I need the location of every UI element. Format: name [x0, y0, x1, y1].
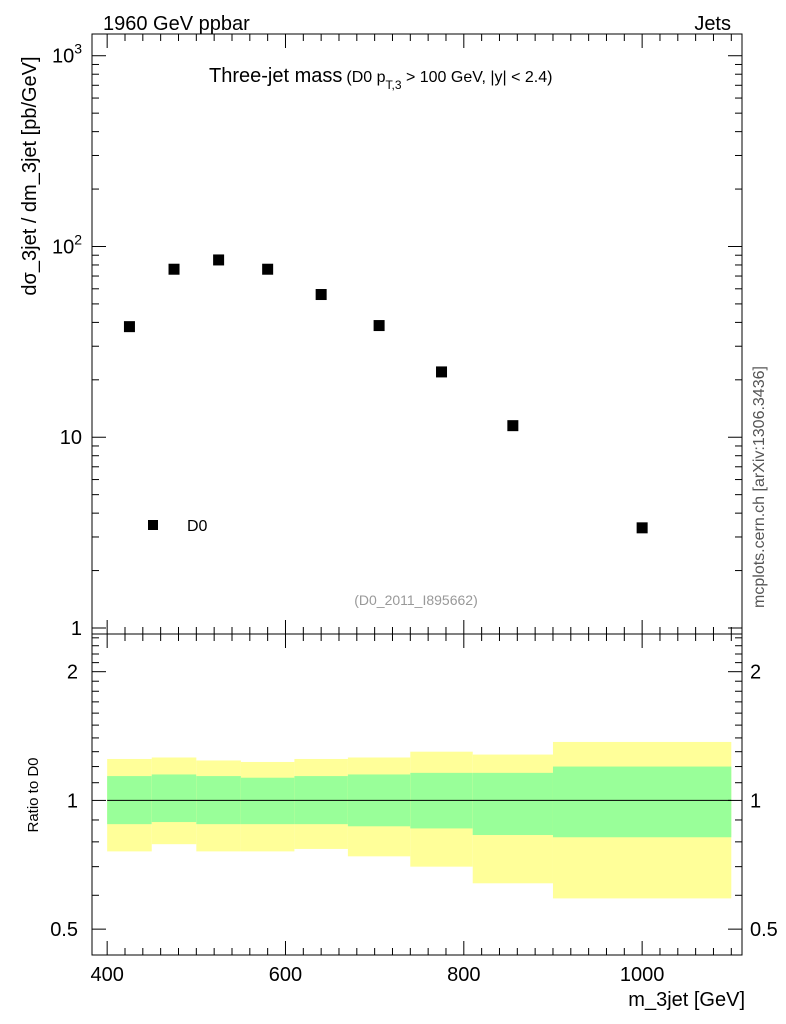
inner-band-7 [472, 772, 553, 836]
plot-title: Three-jet mass (D0 pT,3 > 100 GeV, |y| < … [209, 65, 552, 92]
ratio-y-tick-label-right-1: 1 [750, 790, 761, 812]
x-tick-label-3: 1000 [620, 964, 665, 986]
inner-band-1 [151, 774, 197, 823]
ratio-ylabel: Ratio to D0 [25, 757, 42, 832]
header-left: 1960 GeV ppbar [103, 13, 250, 35]
x-tick-label-2: 800 [447, 964, 480, 986]
inner-band-8 [552, 766, 732, 838]
data-point-2 [213, 254, 225, 266]
ratio-bands [107, 741, 732, 899]
top-ylabel: dσ_3jet / dm_3jet [pb/GeV] [19, 56, 41, 295]
side-credit: mcplots.cern.ch [arXiv:1306.3436] [751, 366, 768, 608]
data-point-8 [636, 522, 648, 534]
top-y-tick-label-3: 103 [52, 41, 82, 68]
title-rest: > 100 GeV, |y| < 2.4) [402, 69, 553, 86]
header-right: Jets [694, 13, 731, 35]
axes-ticks [92, 34, 742, 955]
title-sub: T,3 [386, 78, 402, 92]
tick-labels: 400 600 800 1000 1 10 102 103 0.5 0.5 1 1 2 2 [50, 41, 778, 986]
legend-label: D0 [187, 518, 208, 535]
data-points [123, 254, 648, 534]
ratio-y-tick-label-left-0: 0.5 [50, 919, 78, 941]
title-main: Three-jet mass [209, 65, 342, 87]
data-point-6 [436, 366, 448, 378]
ratio-y-tick-label-right-0: 0.5 [750, 919, 778, 941]
analysis-watermark: (D0_2011_I895662) [354, 592, 478, 608]
x-tick-label-1: 600 [269, 964, 302, 986]
top-y-tick-label-0: 1 [71, 618, 82, 640]
axes-frames [91, 33, 743, 956]
inner-band-3 [240, 777, 295, 825]
data-point-5 [373, 320, 385, 332]
data-point-0 [123, 321, 135, 333]
x-tick-label-0: 400 [90, 964, 123, 986]
top-frame [91, 33, 743, 635]
data-point-4 [315, 289, 327, 301]
ratio-y-tick-label-left-1: 1 [67, 790, 78, 812]
top-y-tick-label-1: 10 [60, 427, 82, 449]
data-point-3 [262, 263, 274, 275]
ratio-frame [91, 633, 743, 956]
legend-marker [148, 520, 158, 530]
data-point-7 [507, 420, 519, 432]
x-axis-label: m_3jet [GeV] [628, 989, 745, 1011]
top-y-tick-label-2: 102 [52, 231, 82, 258]
ratio-y-tick-label-left-2: 2 [67, 662, 78, 684]
data-point-1 [168, 263, 180, 275]
title-paren: (D0 p [346, 69, 385, 86]
ratio-y-tick-label-right-2: 2 [750, 662, 761, 684]
